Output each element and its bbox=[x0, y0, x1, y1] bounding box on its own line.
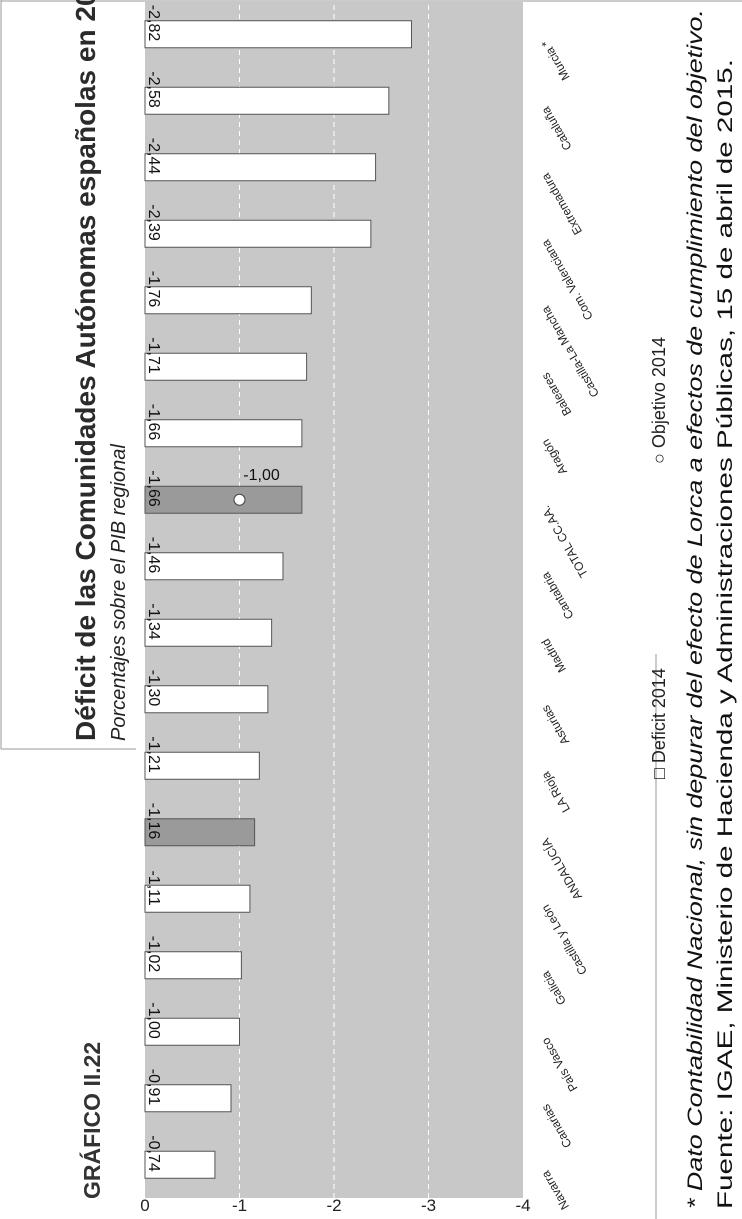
bar bbox=[144, 352, 308, 381]
chart-title: Déficit de las Comunidades Autónomas esp… bbox=[70, 0, 101, 741]
bar-value-label: -1,46 bbox=[145, 537, 162, 574]
bar bbox=[144, 286, 312, 315]
bar-value-label: -1,30 bbox=[145, 670, 162, 707]
y-tick-label: -4 bbox=[515, 1196, 530, 1215]
bar bbox=[144, 552, 284, 581]
bar-value-label: -0,91 bbox=[145, 1069, 162, 1106]
category-label: Madrid bbox=[538, 636, 568, 675]
bar-value-label: -1,66 bbox=[145, 470, 162, 507]
bar-value-label: -2,39 bbox=[145, 204, 162, 241]
legend-label-deficit: Deficit 2014 bbox=[649, 668, 669, 763]
category-labels: Navarra Canarias País Vasco GaliciaCastilla… bbox=[538, 37, 602, 1212]
bar-value-label: -0,74 bbox=[145, 1135, 162, 1172]
bar bbox=[144, 951, 242, 980]
category-label: Extremadura bbox=[538, 170, 585, 237]
bar-value-label: -1,21 bbox=[145, 736, 162, 773]
bar bbox=[144, 1084, 232, 1113]
legend-item-objective: ○ Objetivo 2014 bbox=[649, 337, 669, 464]
objective-markers: -1,00 bbox=[233, 467, 280, 506]
legend-item-deficit: □ Deficit 2014 bbox=[649, 668, 669, 779]
category-label: Navarra bbox=[538, 1168, 572, 1212]
bars: -0,74 -0,91 -1,00 -1,02 -1,11 -1,16 -1,21 -1,30… bbox=[144, 5, 412, 1179]
category-label: Castilla y León bbox=[538, 902, 589, 977]
y-tick-label: -3 bbox=[421, 1196, 436, 1215]
bar-value-label: -2,58 bbox=[145, 71, 162, 108]
footnote-source: Fuente: IGAE, Ministerio de Hacienda y A… bbox=[714, 59, 737, 1209]
bar bbox=[144, 86, 390, 115]
bar bbox=[144, 1150, 216, 1179]
category-label: Baleares bbox=[538, 370, 574, 418]
legend-symbol-deficit: □ bbox=[649, 768, 669, 779]
bar-value-label: -1,16 bbox=[145, 803, 162, 840]
objective-marker bbox=[233, 493, 246, 506]
figure-label: GRÁFICO II.22 bbox=[78, 1042, 105, 1199]
footnote-note: * Dato Contabilidad Nacional, sin depura… bbox=[684, 9, 707, 1209]
grid-lines bbox=[239, 1, 429, 1198]
category-label: LA Rioja bbox=[538, 769, 573, 815]
category-label: Galicia bbox=[538, 968, 569, 1007]
legend-symbol-objective: ○ bbox=[649, 453, 669, 464]
bar bbox=[144, 20, 412, 49]
bar-value-label: -1,00 bbox=[145, 1002, 162, 1039]
y-tick-label: -1 bbox=[232, 1196, 247, 1215]
category-label: Canarias bbox=[538, 1102, 574, 1151]
legend-label-objective: Objetivo 2014 bbox=[649, 337, 669, 448]
category-label: Aragón bbox=[538, 437, 569, 478]
bar-value-label: -1,11 bbox=[145, 870, 162, 905]
bar bbox=[144, 419, 303, 448]
bar bbox=[144, 485, 303, 514]
bar bbox=[144, 618, 273, 647]
category-label: Cataluña bbox=[538, 104, 574, 153]
bar bbox=[144, 219, 372, 248]
category-label: Asturias bbox=[538, 703, 572, 748]
bar-value-label: -2,82 bbox=[145, 5, 162, 42]
bar bbox=[144, 153, 377, 182]
objective-value-label: -1,00 bbox=[243, 467, 280, 484]
bar bbox=[144, 1017, 240, 1046]
chart-subtitle: Porcentajes sobre el PIB regional bbox=[108, 444, 130, 741]
bar bbox=[144, 884, 251, 913]
bar-value-label: -1,71 bbox=[145, 337, 162, 374]
category-label: Cantabria bbox=[538, 569, 576, 621]
legend: □ Deficit 2014 ○ Objetivo 2014 bbox=[649, 337, 669, 779]
category-label: ANDALUCÍA bbox=[538, 836, 585, 903]
category-label: País Vasco bbox=[538, 1035, 580, 1094]
bar bbox=[144, 685, 269, 714]
y-axis-ticks: 0 -1 -2 -3 -4 bbox=[140, 1196, 530, 1215]
y-tick-label: 0 bbox=[140, 1196, 149, 1215]
bar-value-label: -2,44 bbox=[145, 138, 162, 175]
bar bbox=[144, 818, 256, 847]
y-tick-label: -2 bbox=[326, 1196, 341, 1215]
bar-value-label: -1,34 bbox=[145, 603, 162, 640]
category-label: TOTAL CC.AA. bbox=[538, 503, 590, 580]
bar bbox=[144, 751, 260, 780]
bar-value-label: -1,66 bbox=[145, 404, 162, 441]
bar-value-label: -1,76 bbox=[145, 271, 162, 308]
bar-value-label: -1,02 bbox=[145, 936, 162, 973]
category-label: Murcia * bbox=[538, 37, 572, 82]
